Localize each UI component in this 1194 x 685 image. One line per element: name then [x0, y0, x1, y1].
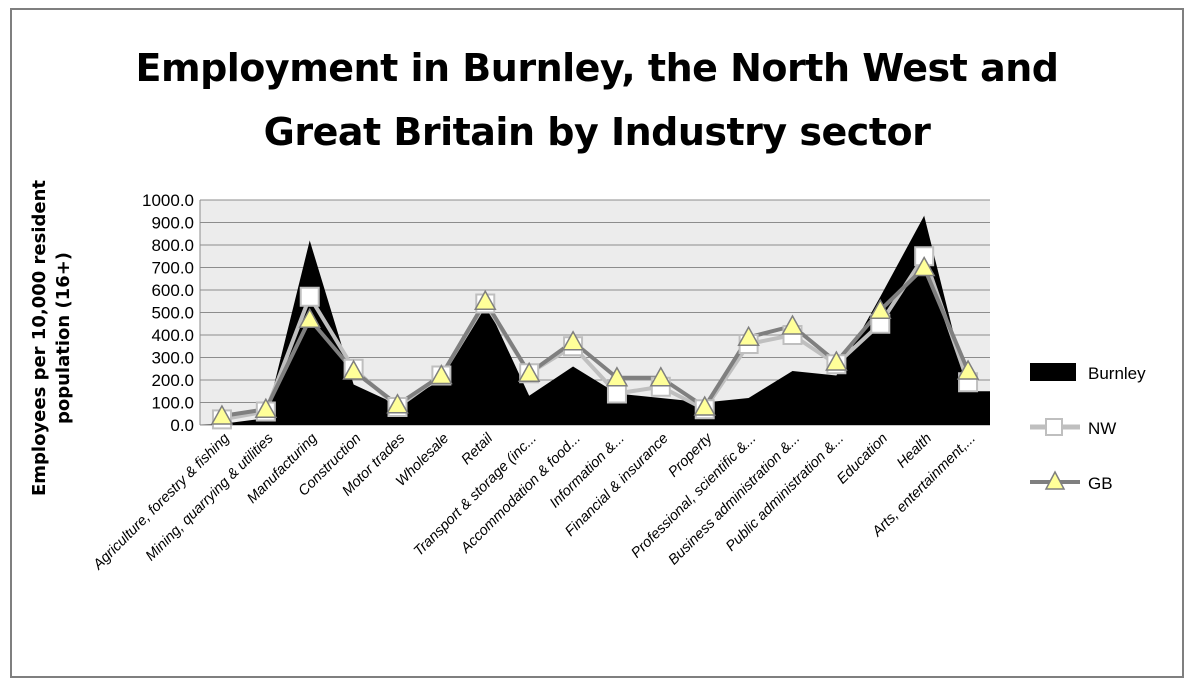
gb-marker: [956, 359, 980, 380]
gb-marker: [693, 395, 716, 416]
chart-title-line-1: Employment in Burnley, the North West an…: [135, 46, 1059, 90]
legend-marker-gb: [1044, 470, 1066, 490]
gb-marker: [430, 363, 453, 385]
legend-label-nw: NW: [1088, 419, 1116, 438]
y-tick-label: 800.0: [151, 236, 194, 255]
legend-label-gb: GB: [1088, 474, 1113, 493]
chart-title-line-2: Great Britain by Industry sector: [263, 110, 931, 154]
gb-marker: [912, 255, 936, 277]
gb-marker: [825, 350, 848, 371]
gb-marker: [649, 366, 673, 387]
y-tick-label: 200.0: [151, 371, 194, 390]
x-tick-label: Retail: [459, 430, 497, 468]
gb-marker: [254, 397, 278, 418]
x-tick-label: Health: [894, 431, 935, 472]
nw-marker: [606, 383, 627, 404]
gb-marker: [298, 307, 321, 328]
gb-marker: [781, 314, 804, 335]
gb-marker: [386, 393, 409, 414]
gb-marker: [474, 289, 497, 310]
chart-title: Employment in Burnley, the North West an…: [0, 36, 1194, 164]
y-tick-label: 700.0: [151, 259, 194, 278]
gb-marker: [210, 404, 234, 425]
y-tick-label: 1000.0: [142, 191, 194, 210]
marker-layer: [210, 246, 980, 430]
legend-label-burnley: Burnley: [1088, 364, 1146, 383]
series-area-burnley: [200, 215, 990, 425]
gb-marker: [342, 359, 365, 380]
nw-marker: [299, 286, 320, 307]
y-tick-label: 900.0: [151, 214, 194, 233]
y-tick-label: 0.0: [170, 416, 194, 435]
gb-marker: [605, 366, 629, 387]
gb-marker: [561, 330, 585, 351]
y-tick-label: 400.0: [151, 326, 194, 345]
gb-marker: [737, 325, 760, 346]
gb-marker: [517, 361, 541, 382]
legend-marker-nw: [1045, 418, 1063, 436]
y-tick-label: 100.0: [151, 394, 194, 413]
y-tick-label: 500.0: [151, 304, 194, 323]
y-tick-label: 600.0: [151, 281, 194, 300]
legend-swatch-burnley: [1030, 363, 1076, 381]
legend: Burnley NW GB: [1030, 363, 1146, 493]
y-tick-label: 300.0: [151, 349, 194, 368]
gb-marker: [869, 298, 892, 319]
y-tick-labels: 0.0 100.0 200.0 300.0 400.0 500.0 600.0 700.0 80…: [142, 191, 194, 435]
